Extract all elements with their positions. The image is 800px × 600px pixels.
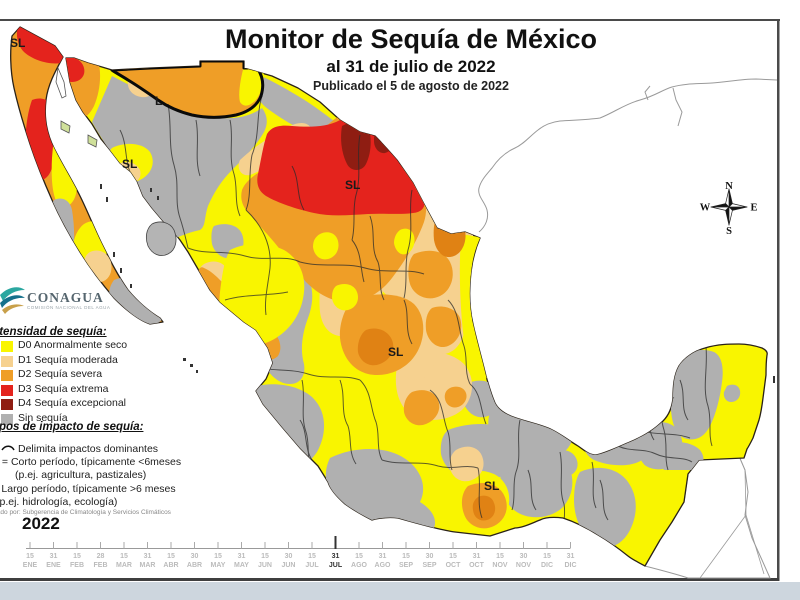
- svg-text:L: L: [155, 94, 162, 108]
- svg-text:SL: SL: [10, 36, 25, 50]
- svg-text:SL: SL: [484, 479, 499, 493]
- svg-text:E: E: [750, 203, 757, 214]
- svg-text:W: W: [700, 203, 711, 214]
- svg-text:SL: SL: [122, 157, 137, 171]
- svg-text:SL: SL: [345, 178, 360, 192]
- svg-text:SL: SL: [388, 345, 403, 359]
- svg-text:S: S: [726, 226, 732, 237]
- svg-text:N: N: [725, 181, 733, 192]
